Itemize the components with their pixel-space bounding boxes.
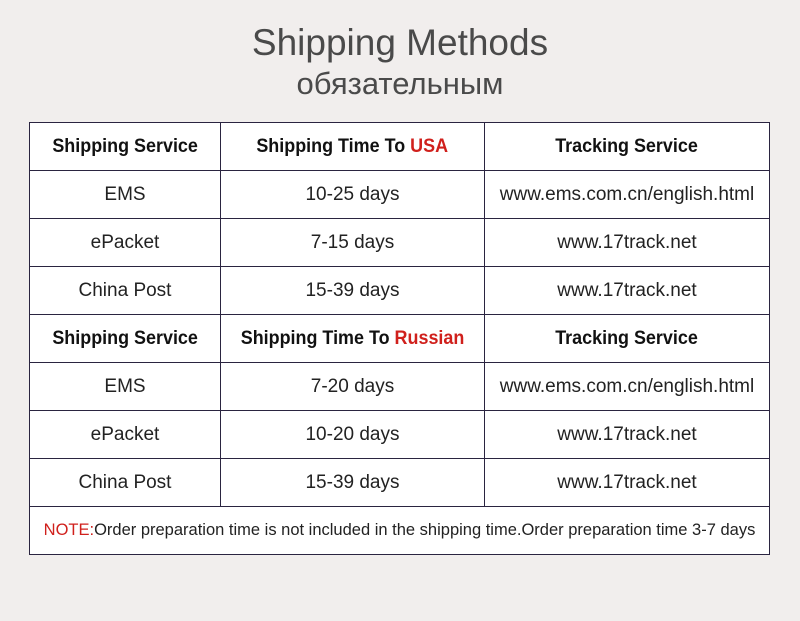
note-text: Order preparation time is not included i… — [94, 521, 756, 539]
header-time: Shipping Time To Russian — [220, 314, 485, 363]
tracking-cell: www.17track.net — [484, 218, 770, 267]
header-service-text: Shipping Service — [52, 327, 198, 349]
table-row: ePacket 7-15 days www.17track.net — [29, 218, 770, 267]
header-tracking: Tracking Service — [484, 314, 770, 363]
note-cell: NOTE:Order preparation time is not inclu… — [29, 506, 770, 555]
header-tracking: Tracking Service — [484, 122, 770, 171]
time-cell: 15-39 days — [220, 458, 485, 507]
time-cell: 15-39 days — [220, 266, 485, 315]
header-tracking-text: Tracking Service — [555, 135, 699, 157]
tracking-cell: www.ems.com.cn/english.html — [484, 170, 770, 219]
table-row: EMS 7-20 days www.ems.com.cn/english.htm… — [29, 362, 770, 411]
service-cell: ePacket — [29, 218, 221, 267]
time-cell: 10-25 days — [220, 170, 485, 219]
time-cell: 10-20 days — [220, 410, 485, 459]
table-row: China Post 15-39 days www.17track.net — [29, 266, 770, 315]
header-time-prefix: Shipping Time To — [240, 327, 395, 349]
note-row: NOTE:Order preparation time is not inclu… — [29, 506, 770, 555]
header-service: Shipping Service — [29, 122, 221, 171]
service-cell: EMS — [29, 170, 221, 219]
tracking-cell: www.ems.com.cn/english.html — [484, 362, 770, 411]
page-title: Shipping Methods — [251, 22, 549, 63]
service-cell: China Post — [29, 458, 221, 507]
header-time: Shipping Time To USA — [220, 122, 485, 171]
tracking-cell: www.17track.net — [484, 458, 770, 507]
tracking-cell: www.17track.net — [484, 410, 770, 459]
header-service-text: Shipping Service — [52, 135, 198, 157]
service-cell: EMS — [29, 362, 221, 411]
tracking-cell: www.17track.net — [484, 266, 770, 315]
shipping-table: Shipping Service Shipping Time To USA Tr… — [29, 122, 770, 555]
note-label: NOTE: — [43, 521, 95, 539]
section-header-row: Shipping Service Shipping Time To Russia… — [29, 314, 770, 363]
time-cell: 7-15 days — [220, 218, 485, 267]
page-subtitle: обязательным — [296, 66, 504, 101]
section-header-row: Shipping Service Shipping Time To USA Tr… — [29, 122, 770, 171]
header-service: Shipping Service — [29, 314, 221, 363]
header-destination: USA — [410, 135, 449, 157]
header-destination: Russian — [394, 327, 465, 349]
table-row: China Post 15-39 days www.17track.net — [29, 458, 770, 507]
header-time-prefix: Shipping Time To — [256, 135, 411, 157]
header-tracking-text: Tracking Service — [555, 327, 699, 349]
service-cell: ePacket — [29, 410, 221, 459]
service-cell: China Post — [29, 266, 221, 315]
table-row: EMS 10-25 days www.ems.com.cn/english.ht… — [29, 170, 770, 219]
time-cell: 7-20 days — [220, 362, 485, 411]
table-row: ePacket 10-20 days www.17track.net — [29, 410, 770, 459]
